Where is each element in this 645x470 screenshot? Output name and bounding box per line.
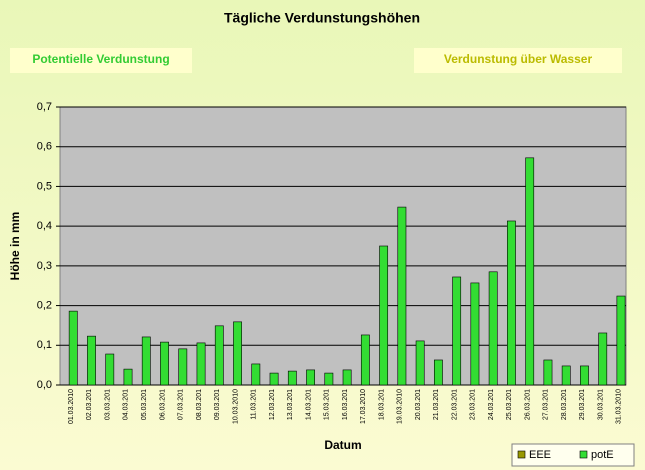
x-tick-label: 01.03.2010 [68, 389, 75, 424]
x-tick-label: 24.03.201 [488, 389, 495, 420]
bar [233, 321, 242, 386]
bar [306, 369, 315, 386]
bar [415, 340, 425, 386]
button-label[interactable]: Potentielle Verdunstung [32, 52, 169, 66]
bar [488, 271, 498, 386]
bar [269, 372, 279, 386]
button[interactable] [10, 48, 192, 73]
y-tick-label: 0,3 [37, 260, 52, 272]
x-tick-label: 29.03.201 [579, 389, 586, 420]
bar [178, 348, 188, 386]
y-tick-label: 0,6 [37, 141, 52, 153]
x-tick-label: 09.03.201 [214, 389, 221, 420]
x-tick-label: 28.03.201 [561, 389, 568, 420]
bar [160, 341, 169, 386]
bar [452, 276, 462, 386]
bar [87, 335, 96, 386]
bar [580, 365, 589, 386]
x-tick-label: 08.03.201 [196, 389, 203, 420]
bar [543, 359, 553, 386]
x-tick-label: 27.03.201 [543, 389, 550, 420]
bar [342, 369, 352, 386]
bar [379, 245, 389, 386]
x-tick-label: 06.03.201 [159, 389, 166, 420]
x-tick-label: 20.03.201 [415, 389, 422, 420]
bar [141, 336, 151, 386]
legend [511, 443, 635, 467]
legend-label: EEE [529, 449, 551, 461]
x-tick-label: 21.03.201 [433, 389, 440, 420]
bar [196, 342, 206, 386]
bar [525, 157, 535, 386]
x-tick-label: 25.03.201 [506, 389, 513, 420]
x-tick-label: 10.03.2010 [232, 389, 239, 424]
x-tick-label: 30.03.201 [597, 389, 604, 420]
x-tick-label: 13.03.201 [287, 389, 294, 420]
y-tick-label: 0,0 [37, 379, 52, 391]
bar [360, 334, 370, 386]
x-tick-label: 12.03.201 [269, 389, 276, 420]
x-tick-label: 14.03.201 [305, 389, 312, 420]
x-tick-label: 23.03.201 [470, 389, 477, 420]
bar [214, 325, 224, 386]
legend-swatch [579, 450, 588, 459]
button[interactable] [414, 48, 622, 73]
bar [616, 295, 626, 386]
bar [105, 353, 115, 386]
bar [68, 310, 78, 386]
bar [598, 332, 608, 386]
bar [433, 359, 443, 386]
x-tick-label: 15.03.201 [324, 389, 331, 420]
x-tick-label: 04.03.201 [123, 389, 130, 420]
x-tick-label: 31.03.2010 [616, 389, 623, 424]
x-tick-label: 22.03.201 [451, 389, 458, 420]
button-label[interactable]: Verdunstung über Wasser [444, 52, 593, 66]
x-tick-label: 16.03.201 [342, 389, 349, 420]
legend-swatch [517, 450, 526, 459]
bar [123, 368, 133, 386]
x-tick-label: 18.03.201 [378, 389, 385, 420]
bar [561, 365, 571, 386]
y-tick-label: 0,4 [37, 220, 52, 232]
x-tick-label: 26.03.201 [524, 389, 531, 420]
chart-title: Tägliche Verdunstungshöhen [224, 10, 420, 26]
y-tick-label: 0,7 [37, 101, 52, 113]
x-tick-label: 03.03.201 [104, 389, 111, 420]
x-tick-label: 07.03.201 [178, 389, 185, 420]
x-tick-label: 19.03.2010 [397, 389, 404, 424]
x-tick-label: 05.03.201 [141, 389, 148, 420]
bar [251, 363, 261, 386]
y-axis-label: Höhe in mm [8, 212, 22, 281]
x-tick-label: 11.03.201 [251, 389, 258, 420]
bar [287, 370, 297, 386]
x-tick-label: 02.03.201 [86, 389, 93, 420]
bar [507, 220, 516, 386]
x-tick-label: 17.03.2010 [360, 389, 367, 424]
bar [324, 372, 334, 386]
legend-label: potE [591, 449, 614, 461]
x-axis-label: Datum [324, 438, 361, 452]
y-tick-label: 0,5 [37, 180, 52, 192]
y-tick-label: 0,2 [37, 299, 52, 311]
y-tick-label: 0,1 [37, 339, 52, 351]
bar [470, 282, 480, 386]
bar [397, 206, 407, 386]
